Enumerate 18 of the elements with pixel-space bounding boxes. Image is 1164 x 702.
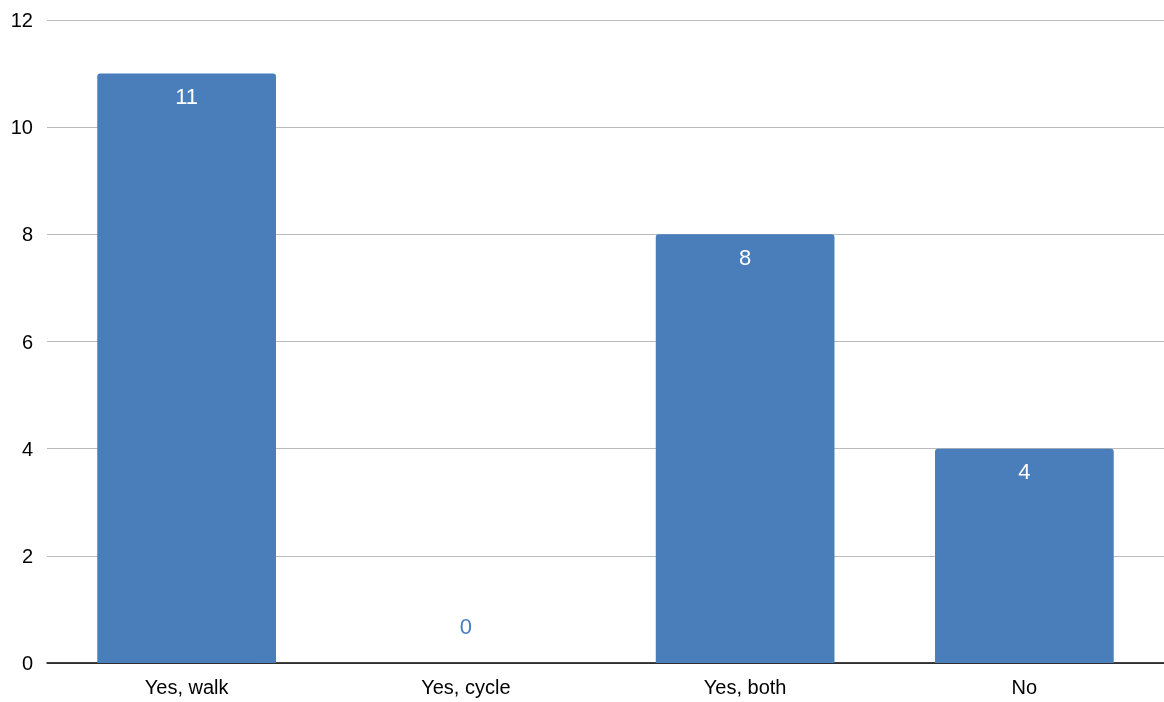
y-tick-label: 2 xyxy=(21,544,33,567)
bar xyxy=(97,73,276,663)
x-tick-label: Yes, walk xyxy=(144,676,230,698)
bar xyxy=(655,234,835,663)
y-tick-label: 10 xyxy=(10,116,33,139)
x-tick-label: Yes, both xyxy=(703,676,787,698)
y-tick-label: 8 xyxy=(21,223,33,246)
data-label: 11 xyxy=(175,84,199,110)
x-tick-label: Yes, cycle xyxy=(421,676,511,698)
y-tick-label: 12 xyxy=(10,9,33,31)
data-label: 0 xyxy=(459,613,472,639)
y-tick-label: 0 xyxy=(21,652,33,674)
x-tick-label: No xyxy=(1011,676,1038,698)
data-label: 4 xyxy=(1018,459,1031,485)
bar xyxy=(935,448,1114,663)
data-label: 8 xyxy=(739,244,752,270)
y-tick-label: 6 xyxy=(21,330,33,353)
y-tick-label: 4 xyxy=(21,437,33,460)
